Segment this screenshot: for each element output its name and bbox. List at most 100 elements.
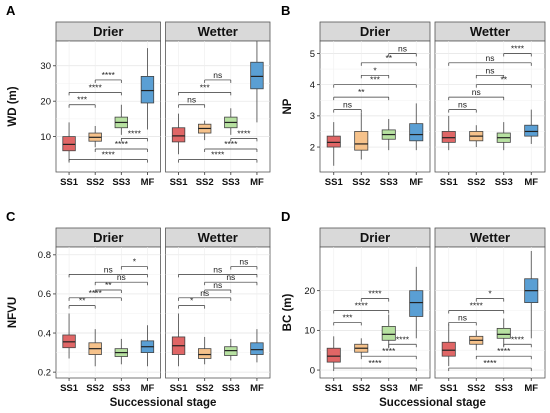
x-tick-label: SS2 [467, 383, 485, 394]
significance-label: **** [382, 346, 396, 356]
significance-bracket: ns [178, 264, 258, 278]
facet-title: Wetter [198, 24, 238, 39]
facet-title: Drier [360, 24, 390, 39]
y-axis-title: WD (m) [7, 86, 19, 126]
box-ss1 [62, 313, 76, 359]
x-tick-label: SS3 [380, 177, 398, 188]
box-ss3 [496, 122, 511, 151]
box-ss2 [88, 125, 102, 148]
box-body [198, 348, 212, 359]
box-body [140, 76, 155, 104]
x-tick-label: SS1 [60, 177, 79, 188]
significance-label: ** [358, 87, 365, 97]
x-tick-label: SS2 [196, 383, 214, 394]
facet-plot-area [319, 40, 431, 173]
box-ss3 [114, 338, 128, 365]
significance-bracket: *** [333, 312, 362, 326]
significance-bracket: **** [503, 334, 532, 348]
x-tick-label: MF [409, 177, 423, 188]
facet-plot-area [55, 246, 161, 379]
box-ss1 [441, 115, 456, 151]
significance-bracket: ** [94, 280, 122, 294]
significance-label: **** [102, 70, 116, 80]
significance-bracket: **** [503, 43, 532, 57]
significance-label: *** [200, 82, 211, 92]
box-ss1 [326, 122, 341, 166]
significance-label: ns [213, 264, 222, 274]
significance-label: * [190, 296, 194, 306]
x-tick-label: MF [524, 177, 538, 188]
facet-drier: Drier***********************SS1 SS2 SS3 MF [55, 21, 161, 188]
panel-label: B [281, 3, 290, 18]
y-tick-label: 20 [304, 286, 315, 297]
box-mf [250, 41, 264, 123]
significance-label: **** [237, 128, 251, 138]
significance-label: **** [102, 150, 116, 160]
y-axis-title: NFVU [7, 297, 19, 328]
x-axis-title: Successional stage [379, 397, 486, 409]
significance-label: ns [239, 257, 248, 267]
panel-label: A [6, 3, 16, 18]
box-body [441, 341, 456, 357]
significance-bracket: * [120, 257, 148, 270]
facet-title: Wetter [198, 230, 238, 245]
significance-bracket: ns [448, 87, 505, 101]
x-tick-label: SS3 [112, 177, 130, 188]
box-ss3 [224, 338, 238, 361]
significance-label: **** [355, 301, 369, 311]
x-tick-label: SS2 [467, 177, 485, 188]
significance-label: ns [187, 95, 196, 105]
significance-bracket: ns [204, 272, 258, 286]
box-ss2 [469, 330, 484, 351]
significance-label: **** [497, 346, 511, 356]
box-mf [140, 325, 155, 367]
significance-bracket: ns [333, 100, 362, 113]
significance-bracket: ns [388, 43, 417, 57]
x-tick-label: MF [250, 383, 264, 394]
x-tick-label: SS3 [112, 383, 130, 394]
significance-label: ns [213, 70, 222, 80]
significance-label: ns [104, 264, 113, 274]
y-tick-label: 0.8 [38, 250, 51, 261]
significance-bracket: *** [333, 75, 417, 88]
significance-bracket: **** [448, 358, 532, 372]
x-tick-label: SS2 [86, 383, 104, 394]
significance-bracket: ** [333, 87, 390, 101]
facet-title: Wetter [470, 230, 510, 245]
y-tick-label: 10 [304, 326, 315, 337]
significance-label: ns [472, 87, 481, 97]
box-body [62, 136, 76, 152]
significance-bracket: **** [388, 334, 417, 348]
box-mf [409, 266, 424, 339]
significance-bracket: ns [475, 65, 505, 79]
significance-label: ns [486, 65, 495, 75]
significance-bracket: ns [448, 312, 477, 326]
y-axis-title: NP [282, 98, 294, 114]
significance-bracket: **** [360, 346, 417, 360]
significance-bracket: **** [94, 70, 122, 83]
box-ss1 [62, 122, 76, 162]
significance-bracket: **** [68, 82, 122, 96]
significance-label: **** [115, 139, 129, 149]
significance-label: **** [483, 358, 497, 368]
y-tick-label: 10 [40, 132, 51, 143]
x-tick-label: MF [141, 177, 155, 188]
y-tick-label: 0.4 [38, 328, 51, 339]
box-ss3 [381, 314, 396, 349]
box-mf [524, 109, 539, 144]
significance-bracket: **** [230, 128, 258, 142]
x-tick-label: SS3 [222, 177, 240, 188]
significance-label: **** [211, 150, 225, 160]
box-body [250, 61, 264, 90]
box-ss1 [326, 336, 341, 369]
panel-label: C [6, 209, 16, 224]
x-tick-label: SS3 [222, 383, 240, 394]
significance-label: **** [511, 334, 525, 344]
y-tick-label: 0.2 [38, 367, 51, 378]
box-ss3 [381, 118, 396, 151]
box-mf [250, 329, 264, 363]
